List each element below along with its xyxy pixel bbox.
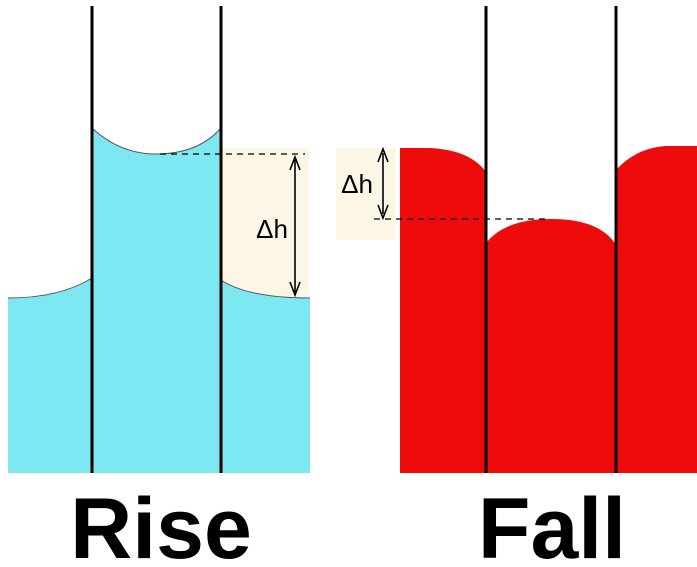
rise-delta-label: Δh [256, 214, 288, 244]
fall-delta-backdrop [336, 148, 396, 240]
rise-water-outer-left [8, 278, 92, 473]
rise-meniscus-inner [91, 127, 222, 155]
fall-panel: Δh Fall [336, 6, 697, 567]
rise-meniscus-left [7, 277, 93, 299]
fall-delta-label: Δh [341, 169, 373, 199]
fall-mercury-outer-left [400, 148, 486, 473]
rise-water-in-tube [92, 128, 221, 473]
rise-panel: Δh Rise [7, 6, 311, 567]
fall-mercury-outer-right [616, 146, 697, 473]
rise-delta-arrow [289, 154, 301, 298]
fall-mercury-in-tube [486, 219, 616, 473]
rise-water-outer-right [221, 280, 310, 473]
rise-caption: Rise [70, 481, 252, 567]
fall-delta-arrow [377, 146, 389, 221]
rise-meniscus-right [220, 279, 311, 299]
fall-caption: Fall [478, 481, 626, 567]
